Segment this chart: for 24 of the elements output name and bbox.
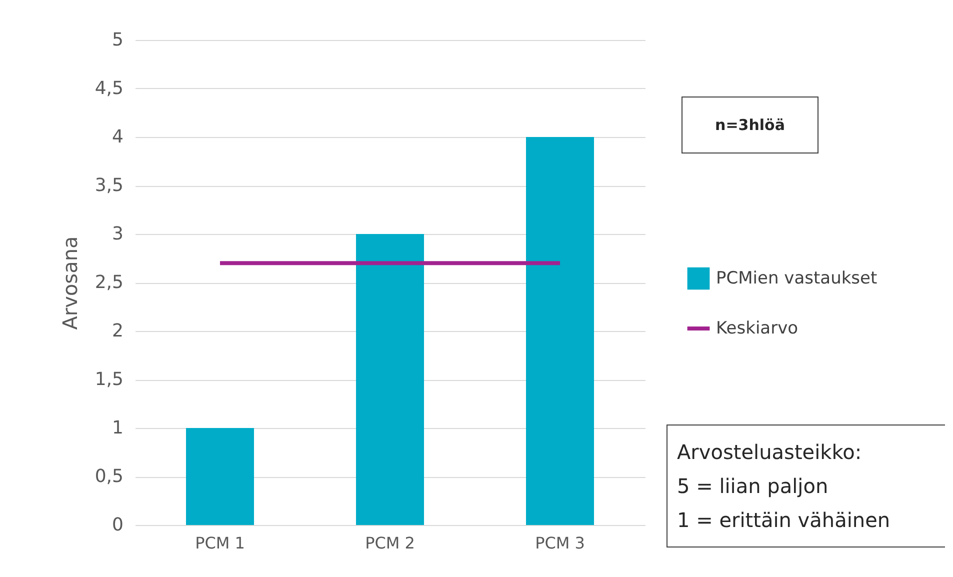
bar (186, 428, 254, 525)
y-tick-label: 4 (112, 126, 124, 148)
bar (526, 137, 594, 525)
y-tick-label: 2,5 (94, 272, 124, 293)
bar (356, 234, 424, 525)
y-tick-label: 0,5 (94, 466, 124, 487)
y-axis-title: Arvosana (58, 236, 82, 330)
x-tick-label: PCM 2 (365, 534, 415, 552)
y-tick-label: 4,5 (94, 78, 124, 99)
text: 5 = liian paljon (677, 474, 828, 498)
y-tick-label: 1,5 (94, 369, 124, 390)
x-tick-label: PCM 3 (535, 534, 585, 552)
text: 1 = erittäin vähäinen (677, 508, 890, 532)
y-tick-label: 5 (112, 30, 124, 50)
y-tick-label: 0 (112, 514, 124, 536)
y-tick-label: 3 (112, 224, 124, 244)
y-tick-label: 3,5 (94, 175, 124, 196)
text: n=3hlöä (715, 116, 785, 134)
y-tick-label: 1 (112, 418, 124, 438)
text: Arvosteluasteikko: (677, 440, 862, 464)
y-tick-label: 2 (112, 320, 124, 342)
x-tick-label: PCM 1 (195, 534, 245, 552)
legend-label: Keskiarvo (716, 318, 798, 338)
legend-label: PCMien vastaukset (716, 268, 878, 288)
